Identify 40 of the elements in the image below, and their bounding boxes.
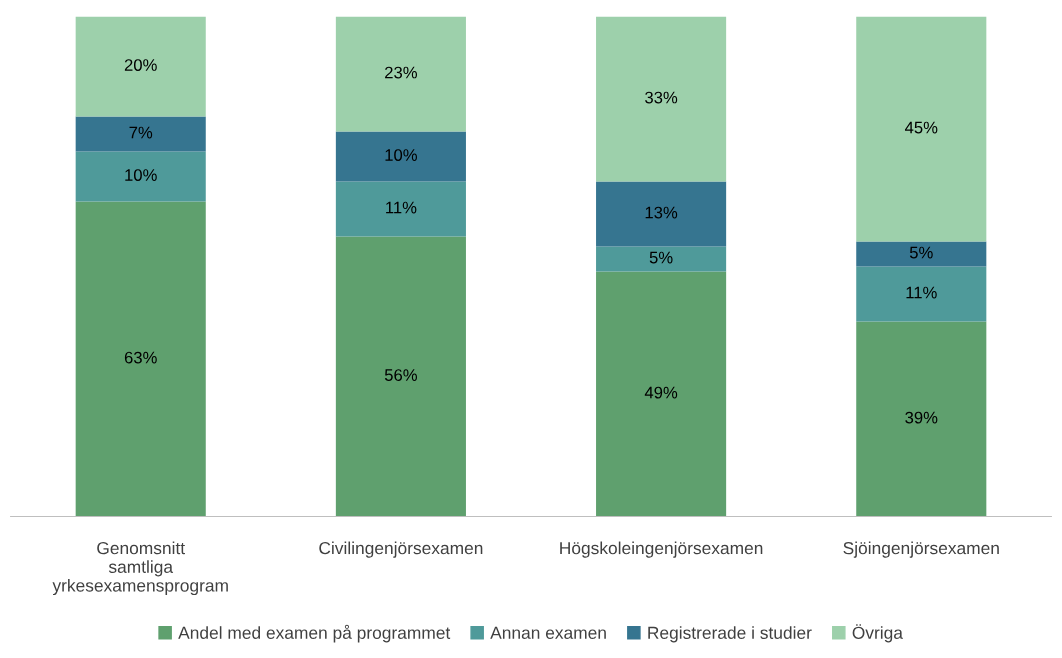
bar xyxy=(856,266,987,322)
data-label: 11% xyxy=(906,286,937,299)
bar xyxy=(596,271,727,517)
legend-label: Annan examen xyxy=(490,626,606,639)
data-label: 13% xyxy=(645,206,678,219)
x-tick-label: Sjöingenjörsexamen xyxy=(843,541,999,558)
data-label: 10% xyxy=(125,169,157,181)
data-label: 5% xyxy=(649,251,673,264)
bar xyxy=(856,321,987,517)
data-label: 20% xyxy=(124,59,157,71)
data-label: 45% xyxy=(904,121,938,134)
bar xyxy=(75,151,206,202)
data-label: 11% xyxy=(386,201,417,214)
bar xyxy=(856,16,987,242)
bar xyxy=(75,116,206,152)
bar xyxy=(75,201,206,517)
bar xyxy=(856,241,987,267)
bar xyxy=(335,131,466,182)
data-label: 33% xyxy=(645,91,678,104)
x-tick-label: Högskoleingenjörsexamen xyxy=(560,541,763,558)
bar xyxy=(335,181,466,237)
data-label: 39% xyxy=(905,411,938,424)
bar xyxy=(335,236,466,517)
bar xyxy=(75,16,206,117)
bar xyxy=(335,16,466,132)
x-tick-label: Civilingenjörsexamen xyxy=(319,541,483,558)
data-label: 56% xyxy=(384,369,417,381)
data-label: 10% xyxy=(385,149,417,161)
data-label: 49% xyxy=(644,386,678,399)
data-label: 7% xyxy=(129,126,153,139)
data-label: 63% xyxy=(124,351,157,364)
legend-label: Registrerade i studier xyxy=(648,626,812,643)
legend-label: Övriga xyxy=(852,624,903,643)
x-tick-label: Genomsnitt samtliga yrkesexamensprogram xyxy=(52,541,228,596)
legend-label: Andel med examen på programmet xyxy=(178,624,451,643)
data-label: 23% xyxy=(385,66,417,79)
bar xyxy=(596,181,727,247)
data-label: 5% xyxy=(909,246,933,259)
bar xyxy=(596,246,727,272)
bar xyxy=(596,16,727,182)
